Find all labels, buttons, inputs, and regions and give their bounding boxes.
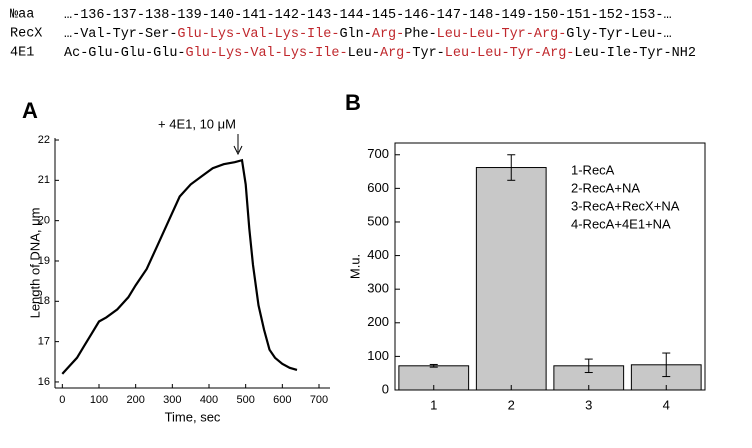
- x-tick-label: 2: [508, 397, 515, 412]
- plot-frame: [394, 142, 706, 391]
- y-tick-label: 200: [367, 314, 389, 329]
- row-label: RecX: [10, 27, 42, 42]
- error-bar: [507, 154, 516, 181]
- legend-text: 3-RecA+RecX+NA: [571, 198, 680, 213]
- annotation-arrow-head: [233, 145, 243, 156]
- row-label: №aa: [10, 8, 34, 23]
- y-tick-label: 18: [38, 295, 50, 307]
- error-bar: [584, 358, 593, 374]
- x-tick-label: 500: [236, 394, 254, 406]
- x-tick-label: 400: [200, 394, 218, 406]
- sequence: Ac-Glu-Glu-Glu-Glu-Lys-Val-Lys-Ile-Leu-A…: [64, 46, 696, 61]
- residues: Gly-Tyr-Leu-…: [566, 27, 671, 42]
- panel-label: B: [345, 90, 361, 115]
- error-bar: [662, 352, 671, 378]
- x-tick-label: 600: [273, 394, 291, 406]
- residues: Arg-: [380, 46, 412, 61]
- residues: …-136-137-138-139-140-141-142-143-144-14…: [64, 8, 672, 23]
- residues: Leu-Ile-Tyr-NH2: [574, 46, 696, 61]
- residues: Arg-: [372, 27, 404, 42]
- y-tick-label: 19: [38, 255, 50, 267]
- legend-text: 2-RecA+NA: [571, 180, 640, 195]
- residues: Glu-Lys-Val-Lys-Ile-: [177, 27, 339, 42]
- x-tick-label: 4: [663, 397, 670, 412]
- residues: Tyr-: [412, 46, 444, 61]
- error-bar: [429, 363, 438, 368]
- x-tick-label: 700: [310, 394, 328, 406]
- residues: Ac-Glu-Glu-Glu-: [64, 46, 186, 61]
- y-tick-label: 500: [367, 213, 389, 228]
- y-tick-label: 600: [367, 180, 389, 195]
- x-tick-label: 100: [90, 394, 108, 406]
- y-tick-label: 17: [38, 336, 50, 348]
- legend-text: 4-RecA+4E1+NA: [571, 216, 671, 231]
- residues: Phe-: [404, 27, 436, 42]
- residues: Leu-Leu-Tyr-Arg-: [437, 27, 567, 42]
- x-tick-label: 0: [59, 394, 65, 406]
- y-tick-label: 20: [38, 215, 50, 227]
- annotation: + 4E1, 10 μM: [158, 116, 236, 131]
- y-tick-label: 700: [367, 146, 389, 161]
- residues: Leu-Leu-Tyr-Arg-: [445, 46, 575, 61]
- y-tick-label: 400: [367, 247, 389, 262]
- y-tick-label: 100: [367, 348, 389, 363]
- sequence: …-136-137-138-139-140-141-142-143-144-14…: [64, 8, 672, 23]
- row-label: 4E1: [10, 46, 34, 61]
- panel-label: A: [22, 98, 38, 123]
- y-tick-label: 0: [382, 381, 389, 396]
- x-tick-label: 3: [585, 397, 592, 412]
- bar: [475, 167, 547, 391]
- x-tick-label: 300: [163, 394, 181, 406]
- data-line: [61, 158, 298, 375]
- y-axis-label: M.u.: [347, 254, 362, 279]
- y-tick-label: 16: [38, 376, 50, 388]
- y-axis-label: Length of DNA, μm: [27, 208, 42, 319]
- legend-text: 1-RecA: [571, 162, 615, 177]
- residues: Gln-: [339, 27, 371, 42]
- x-tick-label: 200: [126, 394, 144, 406]
- x-tick-label: 1: [430, 397, 437, 412]
- sequence: …-Val-Tyr-Ser-Glu-Lys-Val-Lys-Ile-Gln-Ar…: [64, 27, 672, 42]
- y-tick-label: 22: [38, 134, 50, 146]
- y-tick-label: 300: [367, 281, 389, 296]
- residues: …-Val-Tyr-Ser-: [64, 27, 177, 42]
- x-axis-label: Time, sec: [165, 409, 221, 424]
- residues: Glu-Lys-Val-Lys-Ile-: [186, 46, 348, 61]
- y-tick-label: 21: [38, 174, 50, 186]
- residues: Leu-: [348, 46, 380, 61]
